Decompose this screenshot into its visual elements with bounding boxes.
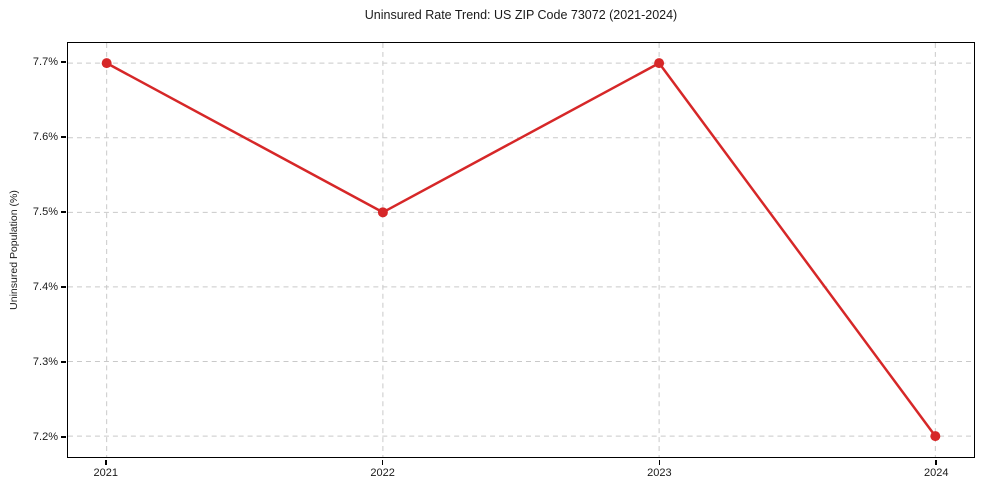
y-tick-label: 7.6% bbox=[32, 131, 58, 144]
x-tick-mark bbox=[935, 459, 937, 465]
y-tick-mark bbox=[61, 436, 66, 438]
chart-title: Uninsured Rate Trend: US ZIP Code 73072 … bbox=[364, 8, 678, 22]
data-point-marker bbox=[654, 58, 665, 69]
x-tick-label: 2021 bbox=[93, 467, 118, 479]
x-tick-mark bbox=[658, 459, 661, 465]
y-tick-mark bbox=[61, 136, 66, 138]
trend-line bbox=[105, 61, 937, 438]
x-tick-label: 2022 bbox=[370, 467, 395, 479]
line-chart-canvas bbox=[68, 43, 974, 457]
y-tick-label: 7.5% bbox=[32, 206, 58, 219]
y-tick-label: 7.2% bbox=[32, 431, 58, 443]
data-point-marker bbox=[930, 431, 941, 442]
x-tick-mark bbox=[381, 459, 384, 465]
x-tick-label: 2024 bbox=[923, 467, 949, 479]
y-tick-mark bbox=[61, 211, 66, 213]
y-tick-label: 7.3% bbox=[32, 356, 58, 369]
y-tick-label: 7.4% bbox=[32, 281, 58, 294]
data-point-marker bbox=[377, 207, 388, 218]
y-tick-mark bbox=[61, 361, 66, 363]
y-tick-label: 7.7% bbox=[32, 56, 58, 69]
x-tick-mark bbox=[105, 459, 107, 465]
x-tick-label: 2023 bbox=[647, 467, 672, 479]
y-tick-mark bbox=[61, 61, 66, 63]
data-point-marker bbox=[101, 58, 112, 69]
y-tick-mark bbox=[61, 286, 66, 288]
plot-area bbox=[67, 42, 975, 458]
